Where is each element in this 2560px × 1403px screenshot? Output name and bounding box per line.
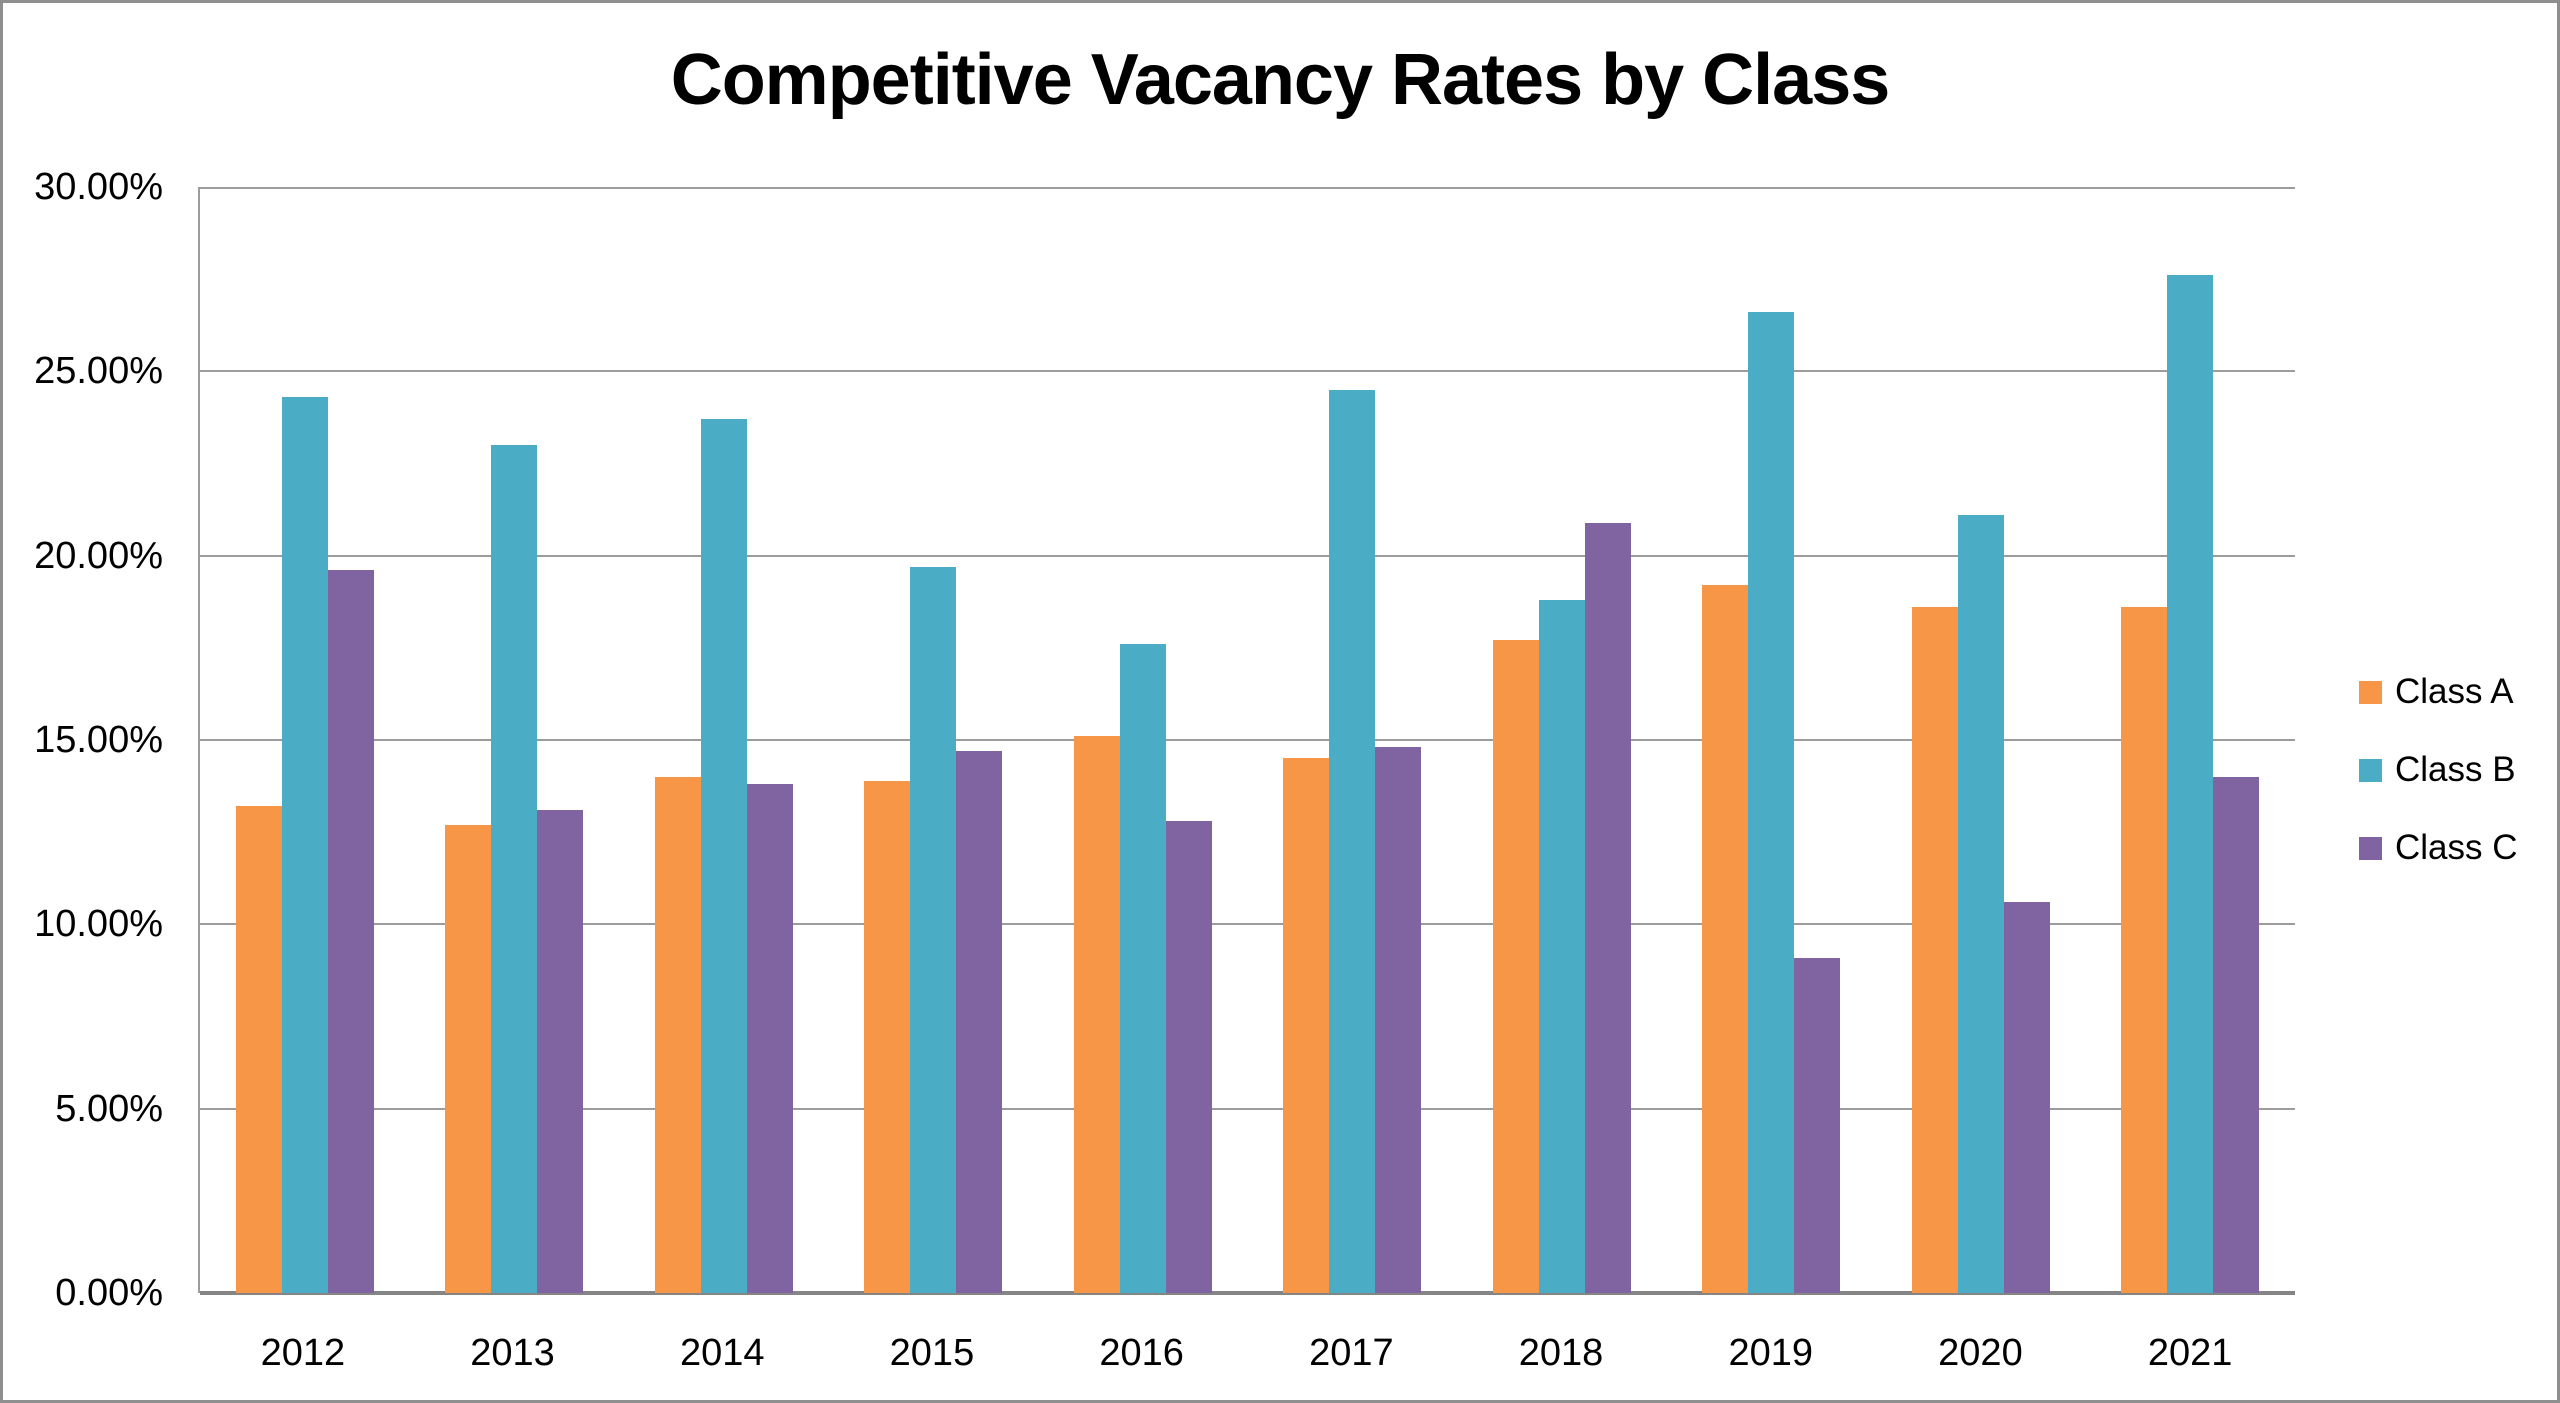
gridline-10 xyxy=(200,923,2295,926)
legend-swatch-icon xyxy=(2359,680,2382,704)
bar-group-2019 xyxy=(1667,187,1877,1293)
chart-title: Competitive Vacancy Rates by Class xyxy=(670,40,1891,120)
bar-class-b-2018 xyxy=(1538,599,1585,1293)
bar-class-a-2017 xyxy=(1283,758,1330,1293)
bar-class-a-2013 xyxy=(445,824,492,1293)
x-tick-label-2020: 2020 xyxy=(1938,1332,2023,1374)
legend-item-class-b: Class B xyxy=(2359,749,2518,791)
bar-class-a-2020 xyxy=(1911,607,1958,1293)
y-tick-label: 10.00% xyxy=(34,903,163,946)
bar-class-a-2012 xyxy=(235,806,282,1293)
x-tick-label-2015: 2015 xyxy=(889,1332,975,1374)
bars-layer xyxy=(200,187,2295,1293)
bar-group-2016 xyxy=(1038,187,1248,1293)
x-axis-line xyxy=(200,1291,2295,1295)
legend-label: Class B xyxy=(2395,750,2516,789)
bar-group-2013 xyxy=(410,187,620,1293)
legend-swatch-icon xyxy=(2359,758,2382,782)
legend-item-class-a: Class A xyxy=(2359,671,2518,713)
bar-class-c-2013 xyxy=(537,810,584,1293)
bar-group-2018 xyxy=(1457,187,1667,1293)
bar-class-c-2020 xyxy=(2003,902,2050,1293)
x-tick-label-2014: 2014 xyxy=(679,1332,765,1374)
x-tick-label-2017: 2017 xyxy=(1309,1332,1394,1374)
y-tick-label: 30.00% xyxy=(34,166,163,208)
gridline-20 xyxy=(200,554,2295,557)
bar-class-c-2014 xyxy=(746,784,793,1293)
bar-class-c-2016 xyxy=(1165,821,1212,1293)
gridline-30 xyxy=(200,187,2295,189)
bar-class-a-2021 xyxy=(2121,607,2168,1293)
bar-class-c-2017 xyxy=(1375,747,1422,1293)
x-tick-label-2012: 2012 xyxy=(260,1332,346,1374)
x-tick-label-2021: 2021 xyxy=(2147,1332,2233,1374)
x-tick-label-2019: 2019 xyxy=(1728,1332,1814,1374)
bar-class-b-2013 xyxy=(491,445,538,1293)
bar-class-b-2019 xyxy=(1748,312,1795,1293)
x-tick-label-2013: 2013 xyxy=(470,1332,555,1374)
bar-class-a-2018 xyxy=(1492,640,1539,1293)
gridline-15 xyxy=(200,739,2295,741)
bar-class-c-2018 xyxy=(1584,522,1631,1293)
bar-group-2012 xyxy=(200,187,410,1293)
bar-class-b-2014 xyxy=(700,419,747,1293)
legend-swatch-icon xyxy=(2359,836,2382,860)
bar-class-a-2015 xyxy=(864,780,911,1293)
legend-label: Class A xyxy=(2395,672,2514,711)
legend: Class A Class B Class C xyxy=(2359,671,2518,869)
bar-class-b-2017 xyxy=(1329,389,1376,1293)
bar-class-c-2019 xyxy=(1794,957,1841,1293)
y-tick-label: 0.00% xyxy=(55,1272,163,1314)
y-tick-label: 5.00% xyxy=(55,1087,163,1130)
bar-group-2017 xyxy=(1248,187,1458,1293)
y-tick-label: 25.00% xyxy=(34,350,163,393)
bar-class-b-2016 xyxy=(1119,644,1166,1293)
gridline-5 xyxy=(200,1107,2295,1110)
gridline-25 xyxy=(200,370,2295,373)
bar-group-2015 xyxy=(829,187,1039,1293)
bar-class-a-2014 xyxy=(654,776,701,1293)
y-tick-label: 20.00% xyxy=(34,534,163,577)
gridlines-layer xyxy=(200,187,2295,1295)
bar-class-b-2020 xyxy=(1957,515,2004,1293)
bar-class-c-2012 xyxy=(327,570,374,1293)
bar-group-2020 xyxy=(1876,187,2086,1293)
y-tick-label: 15.00% xyxy=(34,719,163,761)
bar-class-b-2021 xyxy=(2167,275,2214,1293)
legend-label: Class C xyxy=(2395,828,2518,867)
bar-class-a-2016 xyxy=(1073,736,1120,1293)
bar-class-c-2021 xyxy=(2213,776,2260,1293)
plot-area xyxy=(198,187,2295,1295)
bar-group-2021 xyxy=(2086,187,2296,1293)
bar-class-b-2012 xyxy=(281,397,328,1293)
bar-class-a-2019 xyxy=(1702,585,1749,1293)
bar-group-2014 xyxy=(619,187,829,1293)
bar-class-b-2015 xyxy=(910,566,957,1293)
x-tick-label-2016: 2016 xyxy=(1099,1332,1184,1374)
x-tick-label-2018: 2018 xyxy=(1518,1332,1604,1374)
legend-item-class-c: Class C xyxy=(2359,827,2518,869)
bar-class-c-2015 xyxy=(956,751,1003,1293)
